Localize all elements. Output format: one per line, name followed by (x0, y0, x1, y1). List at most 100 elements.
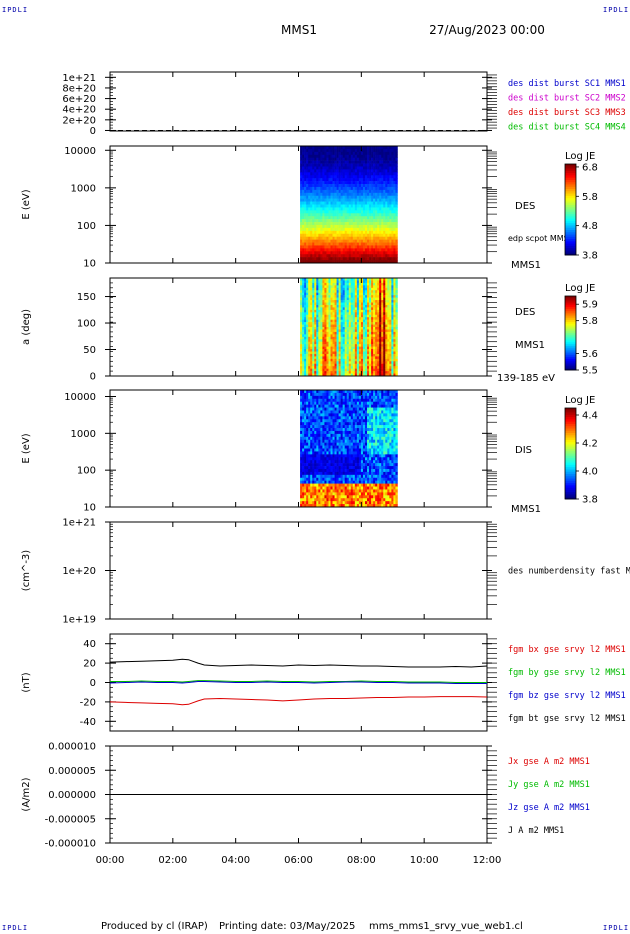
heatmap-cell (369, 356, 372, 360)
heatmap-cell (344, 198, 348, 202)
heatmap-cell (360, 201, 364, 205)
heatmap-cell (304, 317, 307, 320)
heatmap-cell (322, 207, 325, 211)
heatmap-cell (365, 227, 368, 232)
heatmap-cell (369, 236, 372, 240)
heatmap-cell (332, 363, 335, 367)
heatmap-cell (340, 300, 343, 303)
heatmap-cell (389, 353, 392, 357)
heatmap-cell (338, 463, 341, 467)
heatmap-cell (338, 304, 341, 308)
heatmap-cell (375, 260, 378, 264)
heatmap-cell (304, 439, 307, 443)
heatmap-cell (379, 290, 382, 293)
heatmap-cell (379, 198, 382, 202)
heatmap-cell (381, 242, 384, 246)
heatmap-cell (310, 216, 313, 220)
heatmap-cell (312, 160, 315, 164)
heatmap-cell (300, 474, 303, 479)
footer-produced-by: Produced by cl (IRAP) (101, 921, 208, 932)
heatmap-cell (352, 222, 356, 226)
heatmap-cell (362, 260, 366, 264)
heatmap-cell (395, 339, 398, 342)
heatmap-cell (300, 285, 303, 289)
heatmap-cell (377, 148, 380, 153)
heatmap-cell (354, 224, 358, 229)
heatmap-cell (348, 181, 352, 185)
heatmap-cell (340, 322, 343, 325)
heatmap-cell (334, 290, 337, 293)
colorbar-step (565, 305, 576, 308)
heatmap-cell (346, 336, 350, 340)
heatmap-cell (387, 358, 390, 362)
heatmap-cell (328, 445, 331, 449)
heatmap-cell (367, 319, 370, 323)
heatmap-cell (308, 410, 311, 414)
heatmap-cell (300, 413, 303, 417)
heatmap-cell (340, 336, 343, 340)
heatmap-cell (330, 334, 333, 338)
heatmap-cell (379, 181, 382, 185)
heatmap-cell (360, 307, 364, 311)
heatmap-cell (326, 430, 329, 435)
heatmap-cell (312, 157, 315, 161)
heatmap-cell (316, 295, 319, 298)
heatmap-cell (344, 368, 348, 372)
heatmap-cell (387, 341, 390, 345)
heatmap-cell (344, 186, 348, 191)
heatmap-cell (300, 151, 303, 156)
heatmap-cell (352, 292, 356, 296)
heatmap-cell (369, 227, 372, 232)
heatmap-cell (300, 356, 303, 360)
heatmap-cell (379, 312, 382, 316)
heatmap-cell (314, 201, 317, 205)
heatmap-cell (316, 486, 319, 490)
heatmap-cell (387, 339, 390, 342)
heatmap-cell (344, 314, 348, 318)
heatmap-cell (383, 280, 386, 284)
heatmap-cell (389, 336, 392, 340)
heatmap-cell (350, 251, 354, 255)
heatmap-cell (342, 334, 346, 338)
heatmap-cell (381, 160, 384, 164)
heatmap-cell (391, 287, 394, 291)
heatmap-cell (393, 178, 396, 182)
heatmap-cell (360, 371, 364, 374)
heatmap-cell (371, 160, 374, 164)
heatmap-cell (375, 336, 378, 340)
heatmap-cell (365, 349, 368, 352)
heatmap-cell (320, 257, 323, 261)
heatmap-cell (369, 317, 372, 320)
heatmap-cell (367, 336, 370, 340)
heatmap-cell (306, 230, 309, 235)
heatmap-cell (362, 304, 366, 308)
heatmap-cell (383, 361, 386, 365)
colorbar-tick-label: 5.5 (582, 366, 598, 377)
heatmap-cell (369, 361, 372, 365)
heatmap-cell (385, 222, 388, 226)
heatmap-cell (306, 175, 309, 179)
heatmap-cell (318, 346, 321, 350)
heatmap-cell (395, 189, 398, 194)
heatmap-cell (342, 236, 346, 240)
colorbar-step (565, 166, 576, 169)
heatmap-cell (375, 251, 378, 255)
heatmap-cell (379, 319, 382, 323)
heatmap-cell (316, 219, 319, 223)
heatmap-cell (322, 227, 325, 232)
heatmap-cell (328, 314, 331, 318)
heatmap-cell (375, 189, 378, 194)
heatmap-cell (330, 207, 333, 211)
heatmap-cell (338, 327, 341, 330)
heatmap-cell (344, 169, 348, 173)
heatmap-cell (306, 216, 309, 220)
heatmap-cell (367, 204, 370, 208)
heatmap-cell (369, 157, 372, 161)
heatmap-cell (375, 166, 378, 170)
heatmap-cell (360, 151, 364, 156)
heatmap-cell (352, 151, 356, 156)
heatmap-cell (395, 204, 398, 208)
heatmap-cell (332, 395, 335, 400)
heatmap-cell (324, 428, 327, 432)
heatmap-cell (336, 358, 339, 362)
